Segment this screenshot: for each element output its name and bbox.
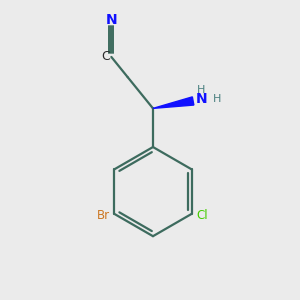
Text: N: N	[196, 92, 207, 106]
Text: N: N	[106, 14, 117, 27]
Text: H: H	[197, 85, 206, 95]
Text: H: H	[213, 94, 222, 104]
Text: C: C	[102, 50, 110, 63]
Polygon shape	[153, 97, 194, 108]
Text: Br: Br	[97, 209, 110, 222]
Text: Cl: Cl	[196, 209, 208, 222]
